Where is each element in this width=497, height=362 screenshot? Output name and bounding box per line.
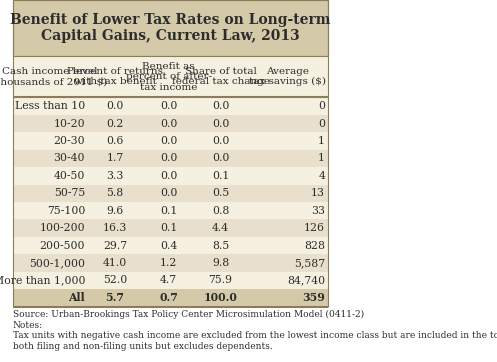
Text: 0.7: 0.7 [159,292,178,303]
Text: 5.7: 5.7 [105,292,125,303]
Text: 29.7: 29.7 [103,241,127,251]
Text: 0.0: 0.0 [160,171,177,181]
Text: 0: 0 [318,118,325,129]
Text: 30-40: 30-40 [54,153,85,163]
Text: 50-75: 50-75 [54,188,85,198]
Text: 3.3: 3.3 [106,171,124,181]
FancyBboxPatch shape [12,167,328,185]
FancyBboxPatch shape [12,56,328,97]
Text: 20-30: 20-30 [54,136,85,146]
Text: 33: 33 [311,206,325,216]
Text: 0.2: 0.2 [106,118,124,129]
Text: 0.0: 0.0 [160,188,177,198]
Text: 828: 828 [304,241,325,251]
Text: 84,740: 84,740 [287,275,325,286]
Text: 1: 1 [318,136,325,146]
FancyBboxPatch shape [12,289,328,307]
FancyBboxPatch shape [12,219,328,237]
Text: 5.8: 5.8 [106,188,124,198]
FancyBboxPatch shape [12,150,328,167]
Text: 0.0: 0.0 [212,101,229,111]
Text: 8.5: 8.5 [212,241,229,251]
Text: 100-200: 100-200 [39,223,85,233]
Text: 0.0: 0.0 [212,118,229,129]
Text: 75.9: 75.9 [209,275,233,286]
Text: 100.0: 100.0 [204,292,238,303]
Text: 10-20: 10-20 [54,118,85,129]
Text: Source: Urban-Brookings Tax Policy Center Microsimulation Model (0411-2)
Notes:
: Source: Urban-Brookings Tax Policy Cente… [12,310,497,350]
Text: 0: 0 [318,101,325,111]
Text: Average
tax savings ($): Average tax savings ($) [249,67,326,87]
FancyBboxPatch shape [12,132,328,150]
Text: 0.8: 0.8 [212,206,229,216]
FancyBboxPatch shape [12,185,328,202]
Text: 126: 126 [304,223,325,233]
Text: Share of total
federal tax change: Share of total federal tax change [171,67,269,87]
Text: 5,587: 5,587 [294,258,325,268]
FancyBboxPatch shape [12,202,328,219]
Text: 41.0: 41.0 [103,258,127,268]
Text: 4: 4 [318,171,325,181]
Text: 0.0: 0.0 [212,136,229,146]
Text: Benefit as
percent of after-
tax income: Benefit as percent of after- tax income [126,62,212,92]
FancyBboxPatch shape [12,0,328,56]
Text: 4.4: 4.4 [212,223,229,233]
Text: 0.1: 0.1 [160,206,177,216]
Text: 0.0: 0.0 [212,153,229,163]
FancyBboxPatch shape [12,237,328,254]
Text: Cash income level
(thousands of 2011 $): Cash income level (thousands of 2011 $) [0,67,107,87]
Text: 16.3: 16.3 [103,223,127,233]
Text: 1.7: 1.7 [106,153,124,163]
Text: Percent of returns
with tax benefit: Percent of returns with tax benefit [67,67,163,87]
Text: 9.6: 9.6 [106,206,124,216]
Text: 359: 359 [302,292,325,303]
Text: 500-1,000: 500-1,000 [29,258,85,268]
Text: 0.1: 0.1 [212,171,229,181]
Text: 0.0: 0.0 [106,101,124,111]
Text: 0.0: 0.0 [160,153,177,163]
Text: 52.0: 52.0 [103,275,127,286]
Text: Less than 10: Less than 10 [15,101,85,111]
Text: 4.7: 4.7 [160,275,177,286]
Text: More than 1,000: More than 1,000 [0,275,85,286]
Text: 0.0: 0.0 [160,118,177,129]
Text: 1: 1 [318,153,325,163]
Text: All: All [68,292,85,303]
Text: 75-100: 75-100 [47,206,85,216]
FancyBboxPatch shape [12,272,328,289]
Text: 200-500: 200-500 [40,241,85,251]
Text: 0.0: 0.0 [160,136,177,146]
Text: 0.5: 0.5 [212,188,229,198]
Text: 0.1: 0.1 [160,223,177,233]
Text: 40-50: 40-50 [54,171,85,181]
Text: 13: 13 [311,188,325,198]
FancyBboxPatch shape [12,97,328,115]
Text: 9.8: 9.8 [212,258,229,268]
Text: Benefit of Lower Tax Rates on Long-term
Capital Gains, Current Law, 2013: Benefit of Lower Tax Rates on Long-term … [10,13,331,43]
FancyBboxPatch shape [12,254,328,272]
Text: 0.4: 0.4 [160,241,177,251]
Text: 0.0: 0.0 [160,101,177,111]
Text: 0.6: 0.6 [106,136,124,146]
Text: 1.2: 1.2 [160,258,177,268]
FancyBboxPatch shape [12,115,328,132]
